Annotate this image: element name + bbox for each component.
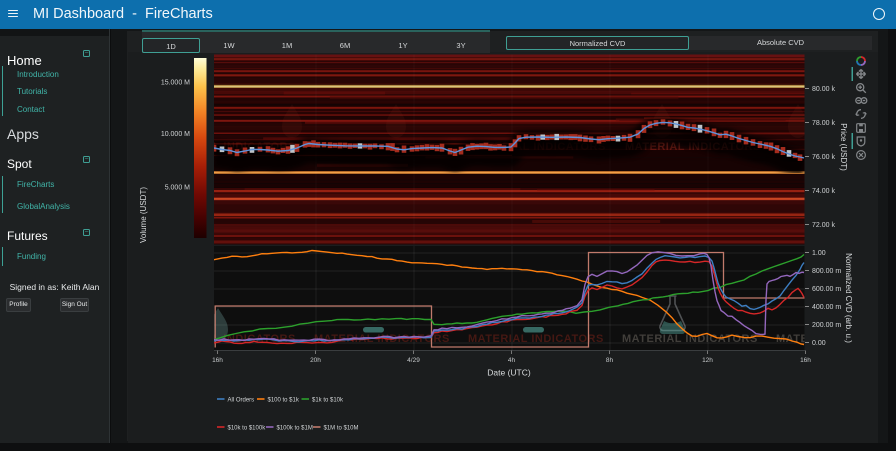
svg-text:All Orders: All Orders bbox=[228, 397, 255, 403]
svg-text:78.00 k: 78.00 k bbox=[812, 120, 835, 127]
svg-text:8h: 8h bbox=[606, 357, 614, 364]
svg-text:72.00 k: 72.00 k bbox=[812, 222, 835, 229]
svg-text:80.00 k: 80.00 k bbox=[812, 86, 835, 93]
svg-text:Normalized CVD (arb. u.): Normalized CVD (arb. u.) bbox=[844, 253, 853, 343]
svg-text:Volume (USDT): Volume (USDT) bbox=[139, 187, 148, 243]
svg-text:MATERIAL INDICATORS: MATERIAL INDICATORS bbox=[468, 333, 604, 345]
svg-text:74.00 k: 74.00 k bbox=[812, 188, 835, 195]
svg-text:600.00 m: 600.00 m bbox=[812, 286, 841, 293]
svg-text:1.00: 1.00 bbox=[812, 250, 826, 257]
svg-text:400.00 m: 400.00 m bbox=[812, 304, 841, 311]
svg-text:$100 to $1k: $100 to $1k bbox=[268, 397, 300, 403]
svg-text:12h: 12h bbox=[702, 357, 713, 364]
svg-text:5.000 M: 5.000 M bbox=[165, 185, 190, 192]
svg-text:76.00 k: 76.00 k bbox=[812, 154, 835, 161]
svg-text:$100k to $1M: $100k to $1M bbox=[277, 425, 313, 431]
svg-text:15.000 M: 15.000 M bbox=[161, 80, 190, 87]
svg-text:16h: 16h bbox=[800, 357, 811, 364]
svg-text:MATERIAL INDICATORS: MATERIAL INDICATORS bbox=[622, 333, 758, 345]
svg-text:Price (USDT): Price (USDT) bbox=[839, 123, 848, 171]
svg-text:$10k to $100k: $10k to $100k bbox=[228, 425, 267, 431]
svg-text:MATERIAL INDICATORS: MATERIAL INDICATORS bbox=[314, 333, 450, 345]
svg-text:Date (UTC): Date (UTC) bbox=[487, 368, 531, 378]
svg-text:10.000 M: 10.000 M bbox=[161, 131, 190, 138]
svg-text:4h: 4h bbox=[508, 357, 516, 364]
svg-text:16h: 16h bbox=[212, 357, 223, 364]
svg-text:4/29: 4/29 bbox=[407, 357, 420, 364]
svg-text:$1M to $10M: $1M to $10M bbox=[324, 425, 359, 431]
svg-text:20h: 20h bbox=[310, 357, 321, 364]
svg-text:200.00 m: 200.00 m bbox=[812, 322, 841, 329]
svg-text:0.00: 0.00 bbox=[812, 340, 826, 347]
svg-text:$1k to $10k: $1k to $10k bbox=[312, 397, 344, 403]
svg-text:800.00 m: 800.00 m bbox=[812, 268, 841, 275]
